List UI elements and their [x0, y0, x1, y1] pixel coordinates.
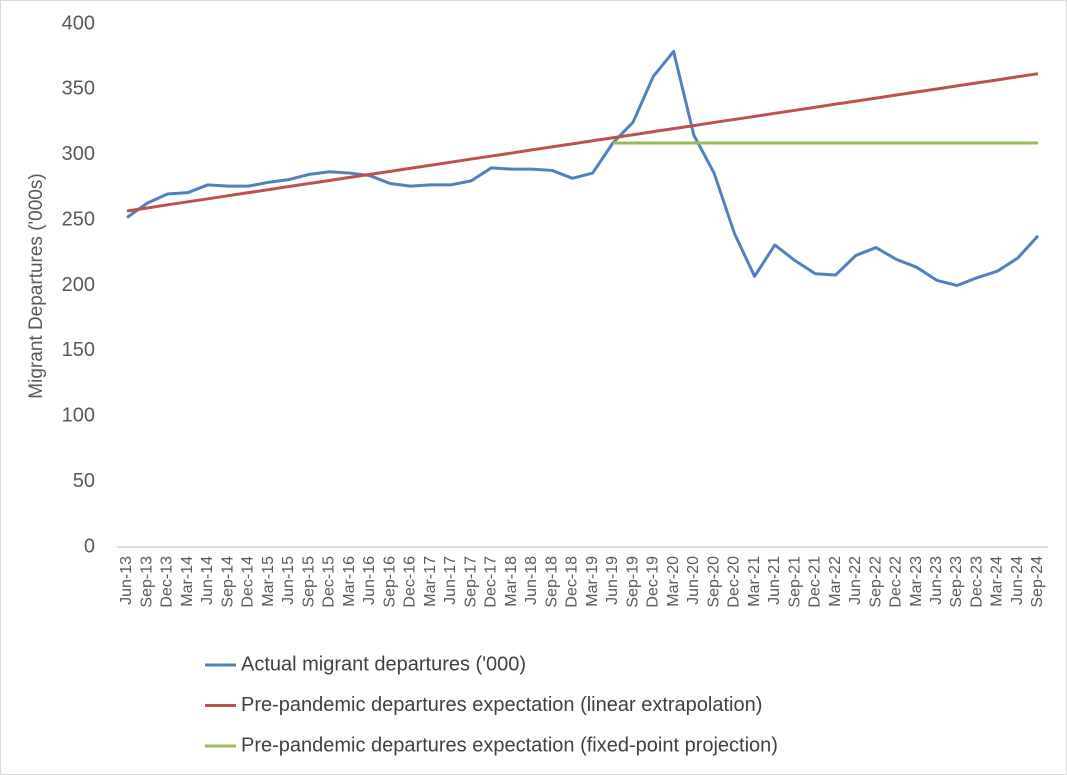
x-tick-label: Mar-20: [665, 556, 682, 607]
x-tick-label: Dec-16: [402, 556, 419, 608]
x-tick-label: Dec-23: [968, 556, 985, 608]
x-tick-label: Jun-15: [280, 556, 297, 605]
x-tick-label: Mar-21: [746, 556, 763, 607]
x-tick-label: Dec-19: [645, 556, 662, 608]
x-tick-label: Mar-17: [422, 556, 439, 607]
x-tick-label: Sep-21: [786, 556, 803, 608]
x-tick-label: Mar-14: [179, 556, 196, 607]
y-tick-label: 0: [84, 535, 95, 557]
x-tick-label: Sep-17: [462, 556, 479, 608]
x-tick-label: Sep-22: [867, 556, 884, 608]
x-tick-label: Dec-22: [888, 556, 905, 608]
y-tick-label: 250: [62, 208, 95, 230]
legend-label: Actual migrant departures ('000): [241, 653, 526, 675]
x-tick-label: Jun-14: [199, 556, 216, 605]
x-tick-label: Jun-13: [118, 556, 135, 605]
x-tick-label: Sep-23: [948, 556, 965, 608]
x-tick-label: Sep-18: [543, 556, 560, 608]
x-tick-label: Dec-18: [564, 556, 581, 608]
series-line: [126, 49, 1040, 287]
x-tick-label: Mar-19: [584, 556, 601, 607]
x-tick-label: Sep-19: [624, 556, 641, 608]
x-tick-label: Sep-15: [300, 556, 317, 608]
x-tick-label: Mar-23: [908, 556, 925, 607]
x-tick-label: Sep-14: [219, 556, 236, 608]
x-tick-label: Jun-22: [847, 556, 864, 605]
x-tick-label: Jun-16: [361, 556, 378, 605]
x-tick-label: Dec-21: [807, 556, 824, 608]
x-tick-label: Mar-18: [503, 556, 520, 607]
x-tick-label: Dec-17: [483, 556, 500, 608]
x-tick-label: Sep-24: [1029, 556, 1046, 608]
x-tick-label: Dec-15: [321, 556, 338, 608]
legend-label: Pre-pandemic departures expectation (lin…: [241, 694, 762, 716]
y-tick-label: 350: [62, 78, 95, 100]
x-tick-label: Dec-20: [726, 556, 743, 608]
x-tick-label: Mar-22: [827, 556, 844, 607]
x-tick-label: Mar-24: [989, 556, 1006, 607]
x-tick-label: Jun-21: [766, 556, 783, 605]
legend-label: Pre-pandemic departures expectation (fix…: [241, 734, 778, 756]
x-tick-label: Jun-20: [685, 556, 702, 605]
y-tick-label: 50: [73, 470, 95, 492]
x-tick-label: Mar-16: [341, 556, 358, 607]
x-tick-label: Jun-18: [523, 556, 540, 605]
x-tick-label: Jun-17: [442, 556, 459, 605]
y-tick-label: 300: [62, 143, 95, 165]
y-tick-label: 200: [62, 274, 95, 296]
x-tick-label: Jun-23: [928, 556, 945, 605]
series-line: [126, 72, 1039, 213]
x-tick-label: Jun-19: [604, 556, 621, 605]
x-tick-label: Sep-20: [705, 556, 722, 608]
y-axis-title: Migrant Departures ('000s): [26, 173, 47, 398]
x-tick-label: Jun-24: [1009, 556, 1026, 605]
x-tick-label: Sep-16: [381, 556, 398, 608]
x-tick-label: Sep-13: [138, 556, 155, 608]
y-tick-label: 150: [62, 339, 95, 361]
x-tick-label: Mar-15: [260, 556, 277, 607]
x-tick-label: Dec-13: [159, 556, 176, 608]
x-tick-label: Dec-14: [240, 556, 257, 608]
y-tick-label: 400: [62, 12, 95, 34]
y-tick-label: 100: [62, 405, 95, 427]
